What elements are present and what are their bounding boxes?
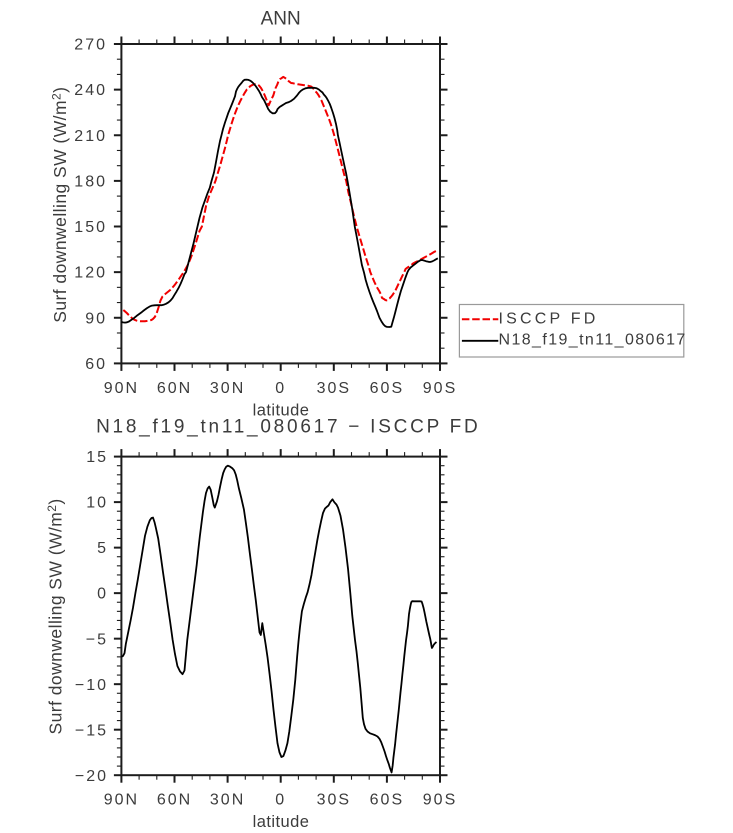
svg-text:−10: −10 xyxy=(75,677,108,694)
svg-text:N18_f19_tn11_080617 − ISCCP FD: N18_f19_tn11_080617 − ISCCP FD xyxy=(96,416,480,437)
svg-text:latitude: latitude xyxy=(253,401,310,419)
svg-text:Surf downwelling SW (W/m2): Surf downwelling SW (W/m2) xyxy=(50,87,71,323)
svg-text:−15: −15 xyxy=(75,722,108,739)
svg-text:90: 90 xyxy=(85,310,107,327)
svg-text:Surf downwelling SW (W/m2): Surf downwelling SW (W/m2) xyxy=(45,498,66,734)
svg-text:5: 5 xyxy=(97,540,108,557)
svg-text:60N: 60N xyxy=(157,792,192,809)
svg-text:60S: 60S xyxy=(370,380,404,397)
svg-text:60: 60 xyxy=(85,356,107,373)
svg-text:0: 0 xyxy=(97,586,108,603)
svg-text:30S: 30S xyxy=(317,792,351,809)
svg-text:90N: 90N xyxy=(104,380,139,397)
svg-text:240: 240 xyxy=(74,82,107,99)
svg-text:60S: 60S xyxy=(370,792,404,809)
svg-text:ANN: ANN xyxy=(261,8,301,29)
svg-text:−20: −20 xyxy=(75,768,108,785)
svg-text:latitude: latitude xyxy=(253,813,310,831)
svg-text:150: 150 xyxy=(74,219,107,236)
svg-text:15: 15 xyxy=(86,449,108,466)
svg-text:210: 210 xyxy=(74,128,107,145)
svg-text:90S: 90S xyxy=(423,792,457,809)
svg-text:30N: 30N xyxy=(210,792,245,809)
svg-text:270: 270 xyxy=(74,37,107,54)
svg-text:−5: −5 xyxy=(86,631,108,648)
svg-text:90N: 90N xyxy=(104,792,139,809)
svg-text:10: 10 xyxy=(86,495,108,512)
svg-text:0: 0 xyxy=(275,792,286,809)
svg-text:120: 120 xyxy=(74,265,107,282)
svg-text:ISCCP FD: ISCCP FD xyxy=(499,310,599,327)
svg-text:90S: 90S xyxy=(423,380,457,397)
svg-text:30N: 30N xyxy=(210,380,245,397)
svg-text:180: 180 xyxy=(74,174,107,191)
svg-text:0: 0 xyxy=(275,380,286,397)
svg-text:60N: 60N xyxy=(157,380,192,397)
svg-text:30S: 30S xyxy=(317,380,351,397)
svg-text:N18_f19_tn11_080617: N18_f19_tn11_080617 xyxy=(499,332,687,349)
